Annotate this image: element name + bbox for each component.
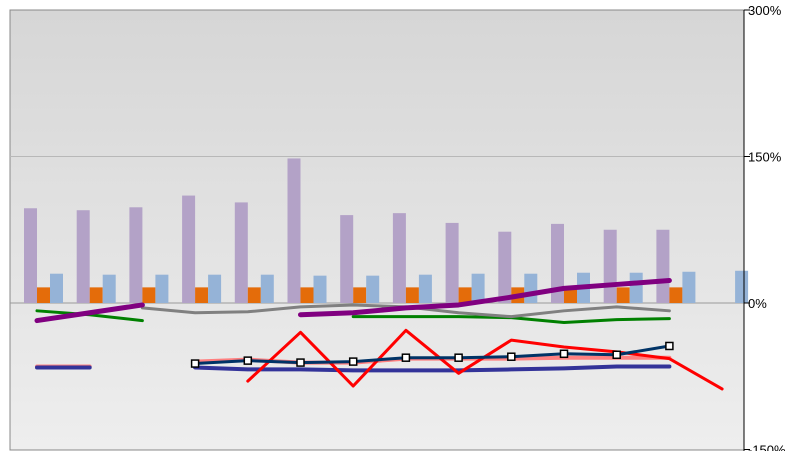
y-tick-labels: 300% 150% 0% -150% <box>744 3 786 451</box>
bar <box>208 274 222 303</box>
line-point-marker <box>454 353 463 362</box>
bar <box>418 274 432 303</box>
bar <box>524 273 538 303</box>
line-point-marker <box>665 341 674 351</box>
bar <box>37 287 50 303</box>
bar-series <box>24 158 749 303</box>
line-point-marker <box>559 349 569 359</box>
series-line <box>298 278 672 318</box>
bar <box>195 287 209 303</box>
bar <box>551 223 564 303</box>
bar <box>142 287 156 303</box>
line-point-marker <box>243 356 253 365</box>
series-line <box>193 344 671 366</box>
bar <box>102 274 116 303</box>
line-series <box>34 278 724 391</box>
y-tick-label: -150% <box>748 443 786 451</box>
bar <box>340 215 354 303</box>
line-point-marker <box>348 357 358 366</box>
bar <box>366 275 380 303</box>
bar <box>471 273 485 303</box>
bar <box>564 287 577 303</box>
bar <box>629 272 643 303</box>
bar <box>669 287 683 303</box>
bar <box>24 208 37 303</box>
y-tick-label: 300% <box>748 3 782 18</box>
bar <box>182 195 196 303</box>
bar <box>616 287 630 303</box>
y-tick-label: 150% <box>748 150 782 165</box>
line-point-marker <box>612 350 621 360</box>
line-point-marker <box>401 353 411 362</box>
series-line <box>34 302 145 324</box>
bar <box>89 287 103 303</box>
bar <box>129 207 143 303</box>
bar <box>50 273 63 303</box>
bar <box>735 270 749 303</box>
bar <box>353 287 367 303</box>
bar <box>405 287 419 303</box>
line-point-marker <box>507 352 516 361</box>
bar <box>603 229 617 303</box>
bar <box>247 287 261 303</box>
bar <box>458 287 472 303</box>
bar <box>445 222 459 303</box>
bar <box>313 275 327 303</box>
bar <box>260 274 274 303</box>
line-point-marker <box>296 358 305 367</box>
bar <box>656 229 670 303</box>
bar <box>287 158 301 303</box>
bar <box>392 213 406 303</box>
bar <box>300 287 314 303</box>
y-tick-label: 0% <box>748 296 767 311</box>
bar <box>234 202 248 303</box>
bar <box>498 231 512 303</box>
bar <box>76 210 90 303</box>
line-point-marker <box>190 359 200 368</box>
plot-area <box>9 9 745 451</box>
series-line <box>193 364 672 373</box>
bar <box>682 271 696 303</box>
bar <box>155 274 169 303</box>
